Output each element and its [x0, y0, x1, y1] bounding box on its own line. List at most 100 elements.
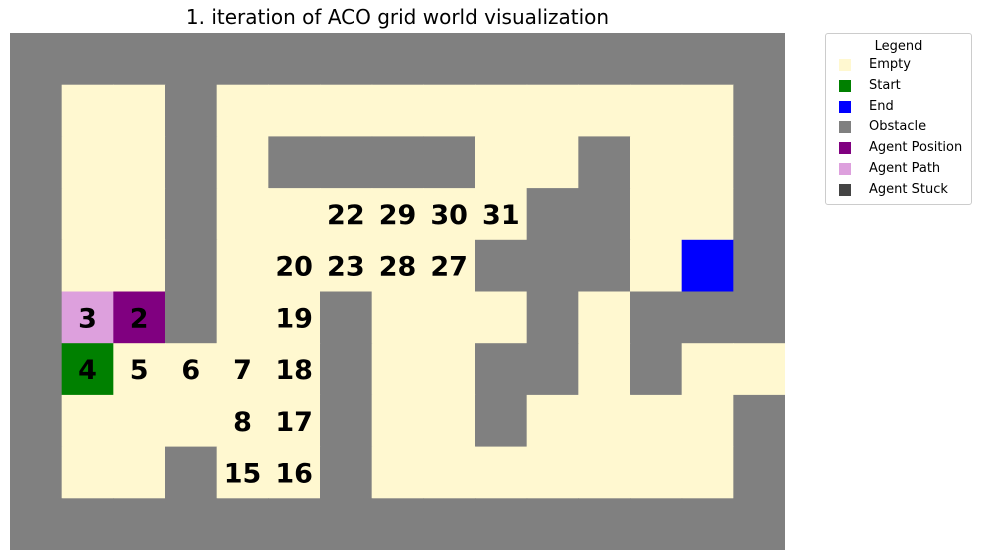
- cell-empty: [61, 394, 114, 448]
- cell-empty: [113, 136, 166, 189]
- legend-swatch: [839, 183, 851, 196]
- step-label: 15: [224, 458, 262, 489]
- step-label: 17: [275, 407, 313, 438]
- cell-obstacle: [423, 136, 476, 189]
- cell-empty: [113, 84, 166, 137]
- cell-obstacle: [10, 394, 63, 448]
- cell-obstacle: [10, 239, 63, 293]
- cell-empty: [681, 343, 734, 396]
- cell-obstacle: [371, 136, 424, 189]
- legend-swatch: [839, 142, 851, 155]
- cell-obstacle: [320, 33, 373, 86]
- cell-obstacle: [526, 188, 579, 241]
- cell-empty: [475, 84, 528, 137]
- cell-obstacle: [165, 291, 218, 344]
- cell-obstacle: [630, 291, 683, 344]
- cell-empty: [371, 84, 424, 137]
- cell-obstacle: [268, 136, 321, 189]
- legend-item: Empty: [826, 55, 971, 76]
- cell-obstacle: [320, 446, 373, 499]
- cell-empty: [216, 291, 269, 344]
- cell-obstacle: [733, 33, 785, 86]
- cell-empty: [113, 394, 166, 448]
- cell-obstacle: [61, 498, 114, 550]
- cell-empty: [475, 446, 528, 499]
- cell-empty: [578, 446, 631, 499]
- cell-obstacle: [526, 239, 579, 293]
- cell-empty: [526, 446, 579, 499]
- legend-label: End: [869, 98, 894, 114]
- cell-obstacle: [475, 343, 528, 396]
- cell-obstacle: [733, 498, 785, 550]
- step-label: 4: [78, 355, 97, 386]
- cell-obstacle: [371, 33, 424, 86]
- cell-empty: [216, 239, 269, 293]
- cell-obstacle: [320, 291, 373, 344]
- cell-obstacle: [10, 446, 63, 499]
- cell-empty: [268, 239, 321, 293]
- cell-empty: [578, 343, 631, 396]
- cell-empty: [681, 84, 734, 137]
- cell-obstacle: [216, 33, 269, 86]
- step-label: 27: [430, 252, 468, 283]
- step-label: 30: [430, 200, 468, 231]
- cell-agent-path: [61, 291, 114, 344]
- step-label: 22: [327, 200, 365, 231]
- cell-empty: [268, 84, 321, 137]
- cell-empty: [113, 343, 166, 396]
- cell-empty: [216, 188, 269, 241]
- cell-obstacle: [113, 33, 166, 86]
- cell-empty: [630, 394, 683, 448]
- cell-empty: [268, 291, 321, 344]
- legend-label: Obstacle: [869, 119, 927, 135]
- cell-obstacle: [733, 84, 785, 137]
- step-label: 2: [130, 303, 149, 334]
- cell-empty: [423, 343, 476, 396]
- legend-label: Agent Position: [869, 140, 963, 156]
- cell-empty: [681, 188, 734, 241]
- cell-empty: [371, 239, 424, 293]
- cell-empty: [371, 446, 424, 499]
- legend-title: Legend: [874, 39, 923, 54]
- step-label: 20: [275, 252, 313, 283]
- cell-empty: [371, 343, 424, 396]
- cell-empty: [526, 394, 579, 448]
- step-label: 31: [482, 200, 520, 231]
- step-label: 8: [233, 407, 252, 438]
- cell-obstacle: [165, 188, 218, 241]
- cell-empty: [165, 343, 218, 396]
- cell-start: [61, 343, 114, 396]
- cell-obstacle: [268, 498, 321, 550]
- cell-empty: [578, 394, 631, 448]
- cell-obstacle: [733, 188, 785, 241]
- cell-empty: [216, 136, 269, 189]
- chart-title: 1. iteration of ACO grid world visualiza…: [185, 5, 610, 29]
- cell-obstacle: [371, 498, 424, 550]
- cell-empty: [526, 84, 579, 137]
- cell-obstacle: [165, 498, 218, 550]
- cell-obstacle: [526, 33, 579, 86]
- cell-obstacle: [165, 446, 218, 499]
- cell-obstacle: [165, 33, 218, 86]
- cell-obstacle: [165, 84, 218, 137]
- step-label: 16: [275, 458, 313, 489]
- cell-empty: [61, 84, 114, 137]
- cell-empty: [423, 84, 476, 137]
- legend-swatch: [839, 59, 851, 71]
- legend-label: Start: [869, 77, 901, 93]
- cell-obstacle: [733, 136, 785, 189]
- cell-empty: [216, 394, 269, 448]
- legend-swatch: [839, 162, 851, 175]
- step-label: 3: [78, 303, 97, 334]
- cell-empty: [61, 188, 114, 241]
- cell-empty: [630, 136, 683, 189]
- cell-obstacle: [733, 291, 785, 344]
- cell-obstacle: [630, 33, 683, 86]
- cell-empty: [526, 136, 579, 189]
- cell-empty: [61, 446, 114, 499]
- cell-obstacle: [268, 33, 321, 86]
- cell-empty: [423, 239, 476, 293]
- cell-empty: [733, 343, 785, 396]
- cell-empty: [423, 394, 476, 448]
- cell-obstacle: [526, 498, 579, 550]
